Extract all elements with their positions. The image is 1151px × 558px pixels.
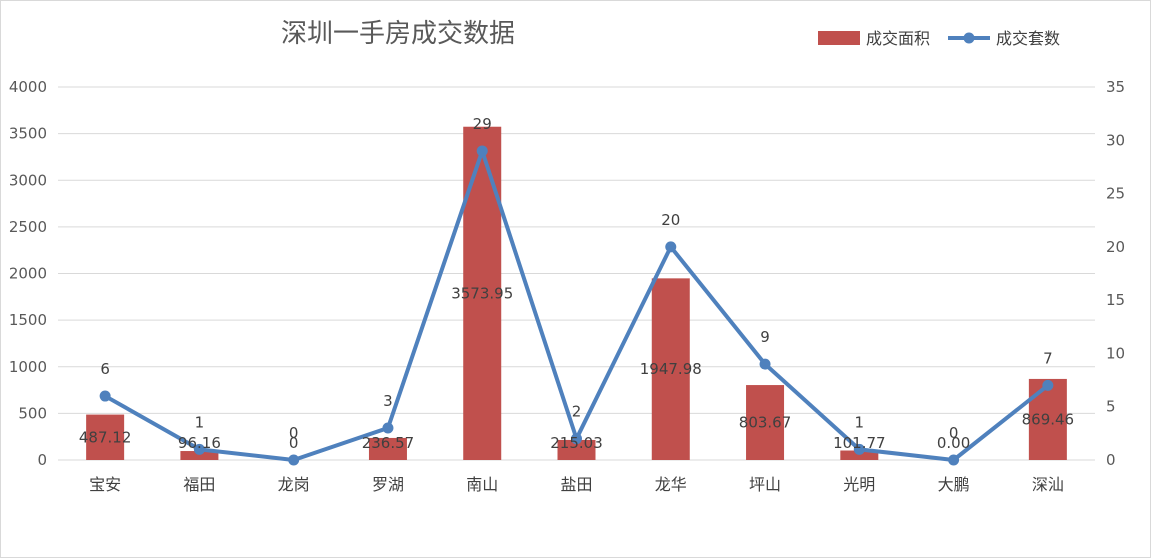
y-right-tick-label: 25 bbox=[1106, 185, 1125, 203]
bar-data-label: 215.03 bbox=[550, 434, 603, 452]
y-left-tick-label: 3500 bbox=[9, 125, 47, 143]
category-axis: 宝安 福田 龙岗 罗湖 南山 盐田 龙华 坪山 光明 大鹏 深汕 bbox=[89, 475, 1064, 494]
line-point bbox=[476, 145, 488, 157]
y-left-tick-label: 0 bbox=[37, 451, 47, 469]
x-category-label: 光明 bbox=[843, 475, 875, 494]
y-left-tick-label: 4000 bbox=[9, 78, 47, 96]
line-data-label: 9 bbox=[760, 328, 770, 346]
line-data-label: 2 bbox=[572, 403, 582, 421]
line-data-label: 0 bbox=[289, 424, 299, 442]
y-left-tick-label: 2000 bbox=[9, 265, 47, 283]
bar-series bbox=[86, 126, 1067, 461]
line-point bbox=[853, 443, 865, 455]
bar-data-label: 0.00 bbox=[937, 434, 970, 452]
line-data-label: 29 bbox=[473, 115, 492, 133]
y-left-tick-label: 3000 bbox=[9, 171, 47, 189]
x-category-label: 龙华 bbox=[655, 475, 687, 494]
y-right-tick-label: 20 bbox=[1106, 238, 1125, 256]
bar-data-label: 487.12 bbox=[79, 428, 132, 446]
bar-data-label: 0 bbox=[289, 434, 299, 452]
bar-data-label: 101.77 bbox=[833, 434, 886, 452]
bar-data-label: 869.46 bbox=[1022, 410, 1075, 428]
line-point bbox=[193, 443, 205, 455]
y-right-tick-label: 15 bbox=[1106, 291, 1125, 309]
bar bbox=[1028, 378, 1067, 460]
bar bbox=[180, 451, 219, 460]
x-category-label: 宝安 bbox=[89, 475, 121, 494]
line-point bbox=[382, 422, 394, 434]
line-point bbox=[665, 241, 677, 253]
y-right-tick-label: 35 bbox=[1106, 78, 1125, 96]
legend-label-bar: 成交面积 bbox=[866, 29, 930, 48]
line-point bbox=[948, 454, 960, 466]
bar-data-label: 96.16 bbox=[178, 434, 221, 452]
chart-title: 深圳一手房成交数据 bbox=[281, 19, 515, 49]
y-right-tick-label: 5 bbox=[1106, 398, 1116, 416]
x-category-label: 盐田 bbox=[560, 475, 592, 494]
legend-label-line: 成交套数 bbox=[996, 29, 1060, 48]
legend: 成交面积 成交套数 bbox=[818, 29, 1060, 48]
line-data-label: 6 bbox=[100, 360, 110, 378]
line-point bbox=[288, 454, 300, 466]
y-right-tick-label: 30 bbox=[1106, 131, 1125, 149]
line-point bbox=[99, 390, 111, 402]
y-right-tick-label: 0 bbox=[1106, 451, 1116, 469]
y-left-tick-label: 2500 bbox=[9, 218, 47, 236]
bar bbox=[746, 385, 785, 460]
y-right-tick-label: 10 bbox=[1106, 344, 1125, 362]
legend-marker-line bbox=[963, 32, 975, 44]
x-category-label: 罗湖 bbox=[372, 475, 404, 494]
line-point bbox=[759, 358, 771, 370]
line-data-label: 7 bbox=[1043, 349, 1053, 367]
bar-data-labels: 487.12 96.16 0 236.57 3573.95 215.03 1947.98 80… bbox=[79, 284, 1074, 452]
bar-data-label: 3573.95 bbox=[451, 284, 513, 302]
line-data-label: 20 bbox=[661, 211, 680, 229]
bar bbox=[840, 450, 879, 460]
x-category-label: 福田 bbox=[183, 475, 215, 494]
legend-swatch-bar bbox=[818, 31, 860, 45]
bar-data-label: 236.57 bbox=[362, 434, 415, 452]
left-axis: 0 500 1000 1500 2000 2500 3000 3500 4000 bbox=[9, 78, 47, 469]
x-category-label: 龙岗 bbox=[278, 475, 310, 494]
line-data-label: 0 bbox=[949, 424, 959, 442]
bar-data-label: 803.67 bbox=[739, 414, 792, 432]
line-point bbox=[1042, 379, 1054, 391]
x-category-label: 坪山 bbox=[749, 475, 781, 494]
line-data-label: 3 bbox=[383, 392, 393, 410]
line-series bbox=[99, 145, 1054, 466]
x-category-label: 深汕 bbox=[1032, 475, 1064, 494]
x-category-label: 大鹏 bbox=[938, 475, 970, 494]
y-left-tick-label: 1500 bbox=[9, 311, 47, 329]
line-data-label: 1 bbox=[195, 413, 205, 431]
y-left-tick-label: 1000 bbox=[9, 358, 47, 376]
bar bbox=[86, 414, 125, 460]
bar bbox=[557, 439, 596, 460]
line-point bbox=[571, 433, 582, 445]
y-left-tick-label: 500 bbox=[18, 404, 47, 422]
line-data-labels: 6 1 0 3 29 2 20 9 1 0 7 bbox=[100, 115, 1052, 442]
line-data-label: 1 bbox=[855, 413, 865, 431]
right-axis: 0 5 10 15 20 25 30 35 bbox=[1106, 78, 1125, 469]
bar bbox=[651, 278, 690, 460]
x-category-label: 南山 bbox=[466, 475, 498, 494]
bar-data-label: 1947.98 bbox=[640, 360, 702, 378]
bar bbox=[368, 437, 407, 460]
